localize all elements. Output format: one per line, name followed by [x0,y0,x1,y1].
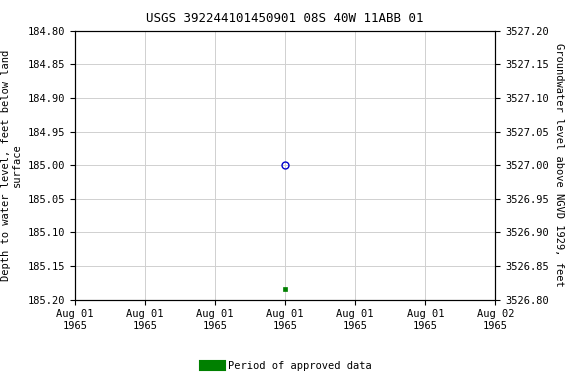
Legend: Period of approved data: Period of approved data [200,357,376,375]
Y-axis label: Depth to water level, feet below land
surface: Depth to water level, feet below land su… [1,50,22,281]
Y-axis label: Groundwater level above NGVD 1929, feet: Groundwater level above NGVD 1929, feet [554,43,564,287]
Title: USGS 392244101450901 08S 40W 11ABB 01: USGS 392244101450901 08S 40W 11ABB 01 [146,12,424,25]
